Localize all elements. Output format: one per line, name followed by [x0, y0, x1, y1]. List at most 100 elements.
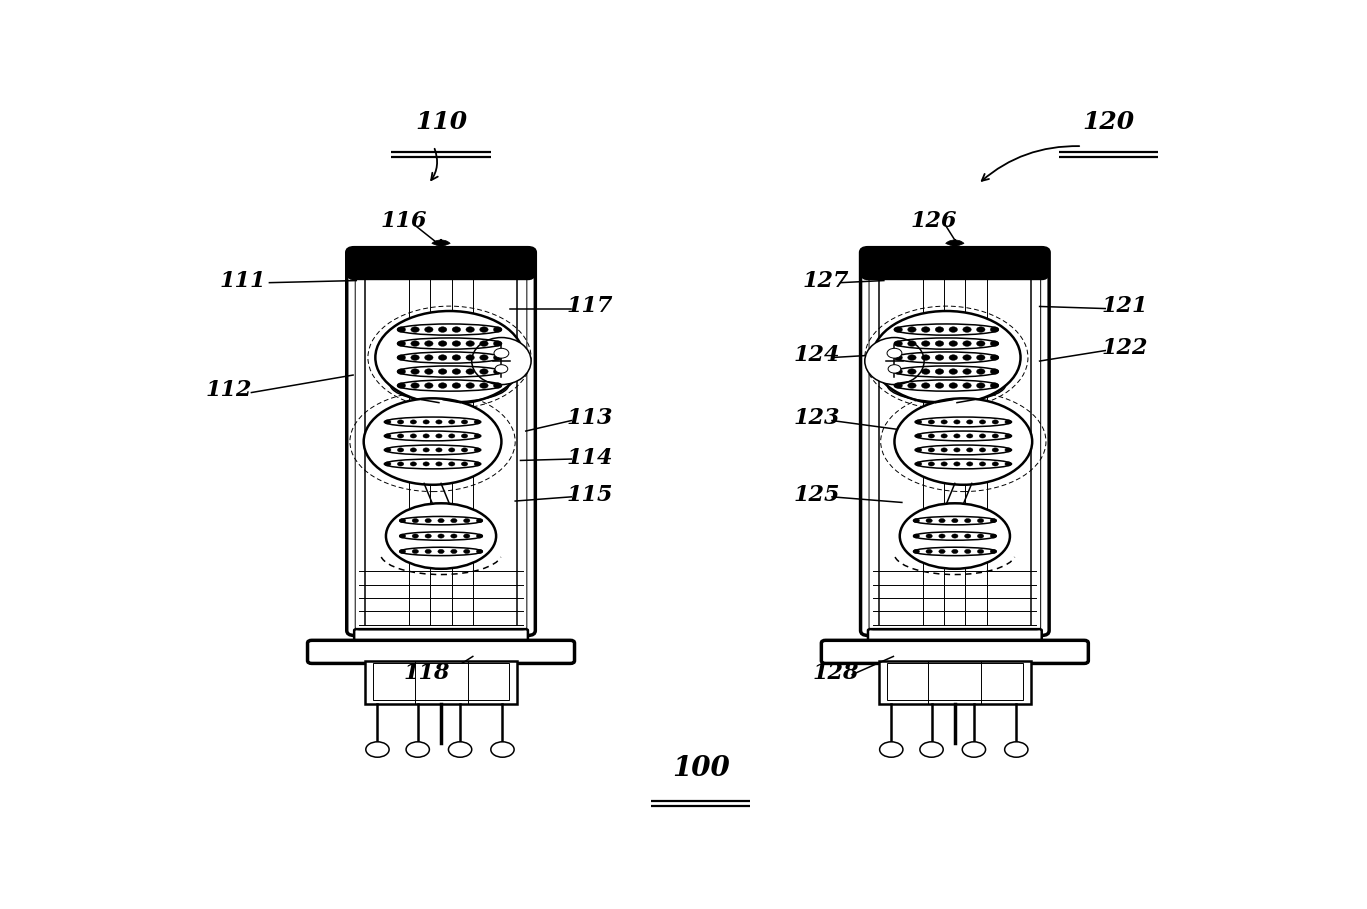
Circle shape — [448, 420, 455, 424]
Circle shape — [976, 355, 986, 360]
Ellipse shape — [472, 337, 530, 385]
Circle shape — [921, 326, 930, 333]
Circle shape — [908, 341, 916, 346]
Ellipse shape — [865, 337, 924, 385]
Circle shape — [976, 326, 986, 333]
Circle shape — [908, 369, 916, 375]
Circle shape — [962, 341, 972, 346]
Circle shape — [410, 434, 417, 438]
Circle shape — [466, 369, 474, 375]
Circle shape — [928, 448, 935, 452]
Circle shape — [425, 383, 433, 388]
Circle shape — [399, 518, 406, 523]
Circle shape — [992, 462, 998, 466]
Circle shape — [935, 383, 943, 388]
Circle shape — [399, 549, 406, 554]
Text: 116: 116 — [380, 210, 428, 232]
Text: 110: 110 — [416, 110, 468, 134]
FancyBboxPatch shape — [349, 249, 533, 278]
Circle shape — [908, 355, 916, 360]
Text: 100: 100 — [671, 755, 730, 783]
Circle shape — [466, 326, 474, 333]
Circle shape — [940, 434, 947, 438]
Circle shape — [979, 434, 986, 438]
Ellipse shape — [385, 504, 496, 569]
Circle shape — [951, 534, 958, 538]
Circle shape — [480, 355, 488, 360]
Circle shape — [422, 434, 429, 438]
Circle shape — [396, 369, 406, 375]
Circle shape — [493, 355, 502, 360]
Bar — [879, 661, 1031, 704]
Text: 124: 124 — [794, 345, 841, 366]
Circle shape — [940, 420, 947, 424]
Circle shape — [477, 534, 483, 538]
Circle shape — [962, 355, 972, 360]
Circle shape — [384, 462, 391, 466]
FancyBboxPatch shape — [308, 640, 574, 664]
Circle shape — [962, 326, 972, 333]
Bar — [887, 664, 1023, 700]
Circle shape — [493, 348, 509, 358]
Circle shape — [493, 383, 502, 388]
Circle shape — [1005, 448, 1012, 452]
Circle shape — [962, 369, 972, 375]
Circle shape — [976, 369, 986, 375]
Circle shape — [410, 448, 417, 452]
Text: 123: 123 — [794, 407, 841, 429]
Circle shape — [366, 742, 390, 757]
Circle shape — [935, 341, 943, 346]
Text: 118: 118 — [405, 662, 451, 684]
Circle shape — [949, 369, 957, 375]
Text: 117: 117 — [566, 295, 612, 317]
Circle shape — [474, 462, 480, 466]
Circle shape — [396, 341, 406, 346]
Circle shape — [966, 434, 973, 438]
Ellipse shape — [376, 311, 524, 405]
FancyBboxPatch shape — [347, 247, 536, 635]
Circle shape — [466, 341, 474, 346]
Circle shape — [928, 462, 935, 466]
Circle shape — [493, 369, 502, 375]
Circle shape — [493, 341, 502, 346]
Circle shape — [965, 518, 971, 523]
Circle shape — [979, 420, 986, 424]
Circle shape — [1005, 434, 1012, 438]
Circle shape — [480, 326, 488, 333]
Circle shape — [491, 742, 514, 757]
Ellipse shape — [872, 311, 1021, 405]
Circle shape — [398, 462, 403, 466]
Circle shape — [962, 383, 972, 388]
Wedge shape — [946, 240, 964, 247]
Circle shape — [452, 369, 461, 375]
Circle shape — [940, 462, 947, 466]
Circle shape — [913, 549, 920, 554]
Circle shape — [474, 448, 480, 452]
Circle shape — [463, 518, 470, 523]
Circle shape — [474, 434, 480, 438]
Circle shape — [990, 341, 999, 346]
Text: 122: 122 — [1100, 337, 1148, 359]
Circle shape — [480, 341, 488, 346]
Circle shape — [928, 434, 935, 438]
Circle shape — [977, 534, 984, 538]
Circle shape — [495, 365, 507, 373]
Bar — [373, 664, 509, 700]
Circle shape — [1005, 462, 1012, 466]
Circle shape — [461, 420, 468, 424]
Circle shape — [939, 534, 945, 538]
Circle shape — [422, 448, 429, 452]
Circle shape — [439, 341, 447, 346]
Circle shape — [949, 355, 957, 360]
Circle shape — [436, 434, 442, 438]
Circle shape — [493, 326, 502, 333]
Circle shape — [461, 434, 468, 438]
Circle shape — [406, 742, 429, 757]
Circle shape — [935, 355, 943, 360]
Circle shape — [992, 434, 998, 438]
Circle shape — [913, 534, 920, 538]
Circle shape — [384, 448, 391, 452]
Wedge shape — [432, 240, 450, 247]
Text: 125: 125 — [794, 484, 841, 506]
Circle shape — [979, 448, 986, 452]
